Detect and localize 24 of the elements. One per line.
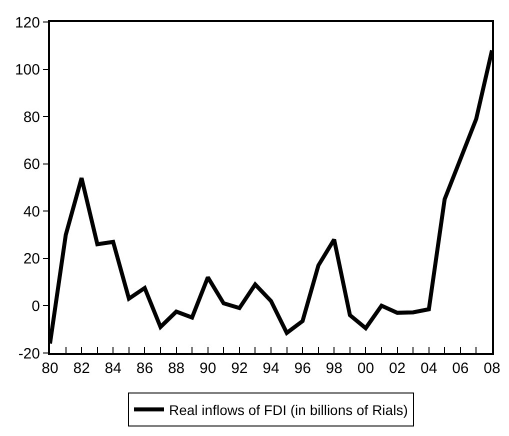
y-tick-label: 20: [23, 250, 40, 268]
x-tick-label: 06: [452, 360, 469, 377]
y-tick-label: 100: [14, 62, 40, 79]
x-tick-label: 90: [200, 360, 216, 377]
x-tick-label: 92: [231, 360, 248, 377]
x-tick-label: 84: [104, 360, 122, 377]
y-tick-label: 40: [23, 203, 40, 220]
x-tick-label: 82: [73, 360, 90, 377]
x-tick-label: 94: [262, 360, 280, 377]
x-tick-label: 80: [42, 360, 58, 377]
y-tick-label: -20: [18, 345, 40, 362]
x-tick-label: 86: [136, 360, 154, 377]
legend-label: Real inflows of FDI (in billions of Rials): [169, 402, 408, 418]
x-tick-label: 08: [484, 360, 500, 377]
y-tick-label: 60: [23, 156, 40, 174]
y-tick-label: 80: [23, 108, 40, 126]
y-tick-label: 0: [32, 298, 40, 315]
x-tick-label: 98: [326, 360, 342, 377]
x-tick-label: 00: [357, 360, 374, 377]
x-tick-label: 02: [388, 360, 406, 377]
x-tick-label: 96: [294, 360, 311, 377]
x-tick-label: 88: [168, 360, 185, 377]
y-tick-label: 120: [14, 14, 40, 32]
x-tick-label: 04: [420, 360, 438, 377]
